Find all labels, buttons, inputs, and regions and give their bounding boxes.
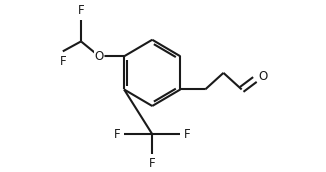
Text: O: O (95, 50, 104, 63)
Text: F: F (149, 157, 156, 170)
Text: F: F (59, 55, 66, 68)
Text: F: F (114, 128, 121, 141)
Text: F: F (184, 128, 190, 141)
Text: O: O (258, 70, 267, 83)
Text: F: F (78, 4, 84, 17)
